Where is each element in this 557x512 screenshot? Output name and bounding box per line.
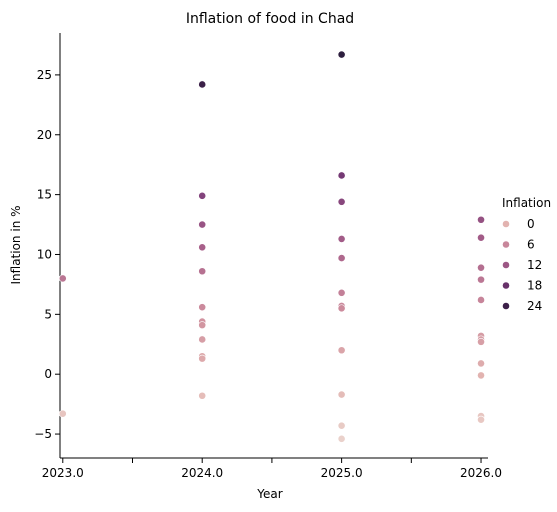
legend: Inflation 0 6 12 18 24 — [502, 196, 551, 313]
legend-marker — [502, 302, 510, 310]
data-point — [477, 215, 485, 224]
data-point — [198, 243, 207, 252]
x-ticks: 2023.0 2024.0 2025.0 2026.0 — [42, 458, 502, 480]
data-points — [58, 50, 485, 443]
data-point — [477, 371, 485, 380]
x-tick-label: 2023.0 — [42, 466, 84, 480]
data-point — [198, 354, 207, 363]
data-point — [198, 191, 207, 200]
data-point — [58, 274, 67, 283]
y-ticks: −5 0 5 10 15 20 25 — [34, 68, 60, 441]
data-point — [198, 267, 207, 276]
data-point — [477, 359, 485, 368]
data-point — [198, 220, 207, 229]
data-point — [337, 288, 346, 297]
data-point — [198, 80, 207, 89]
data-point — [337, 346, 346, 355]
y-tick-label: 5 — [44, 307, 52, 321]
y-tick-label: 0 — [44, 367, 52, 381]
data-point — [477, 296, 485, 304]
legend-label: 6 — [527, 238, 535, 252]
data-point — [58, 409, 67, 418]
x-tick-label: 2025.0 — [321, 466, 363, 480]
legend-marker — [502, 261, 510, 269]
data-point — [198, 391, 207, 400]
legend-marker — [502, 220, 510, 228]
data-point — [337, 390, 346, 399]
legend-label: 12 — [527, 258, 542, 272]
data-point — [477, 233, 485, 242]
legend-label: 24 — [527, 299, 542, 313]
data-point — [337, 434, 346, 443]
x-tick-label: 2024.0 — [181, 466, 223, 480]
data-point — [337, 421, 346, 430]
y-tick-label: 15 — [37, 188, 52, 202]
data-point — [477, 263, 485, 272]
data-point — [198, 321, 207, 330]
chart-title: Inflation of food in Chad — [186, 11, 354, 27]
legend-marker — [502, 281, 510, 290]
x-tick-label: 2026.0 — [460, 466, 502, 480]
data-point — [337, 254, 346, 262]
x-axis-label: Year — [256, 487, 282, 501]
y-tick-label: −5 — [34, 427, 52, 441]
data-point — [337, 304, 346, 313]
data-point — [337, 235, 346, 243]
legend-marker — [502, 240, 510, 249]
y-tick-label: 25 — [37, 68, 52, 82]
y-tick-label: 10 — [37, 247, 52, 261]
legend-entries: 0 6 12 18 24 — [502, 217, 542, 313]
y-axis-label: Inflation in % — [9, 205, 23, 284]
data-point — [477, 337, 485, 346]
legend-label: 0 — [527, 217, 535, 231]
data-point — [198, 335, 207, 344]
legend-title: Inflation — [502, 196, 551, 210]
y-tick-label: 20 — [37, 128, 52, 142]
legend-label: 18 — [527, 279, 542, 293]
data-point — [198, 303, 207, 312]
data-point — [337, 197, 346, 206]
data-point — [477, 415, 485, 424]
data-point — [477, 275, 485, 284]
data-point — [337, 50, 346, 59]
axes — [59, 33, 488, 459]
data-point — [337, 171, 346, 180]
